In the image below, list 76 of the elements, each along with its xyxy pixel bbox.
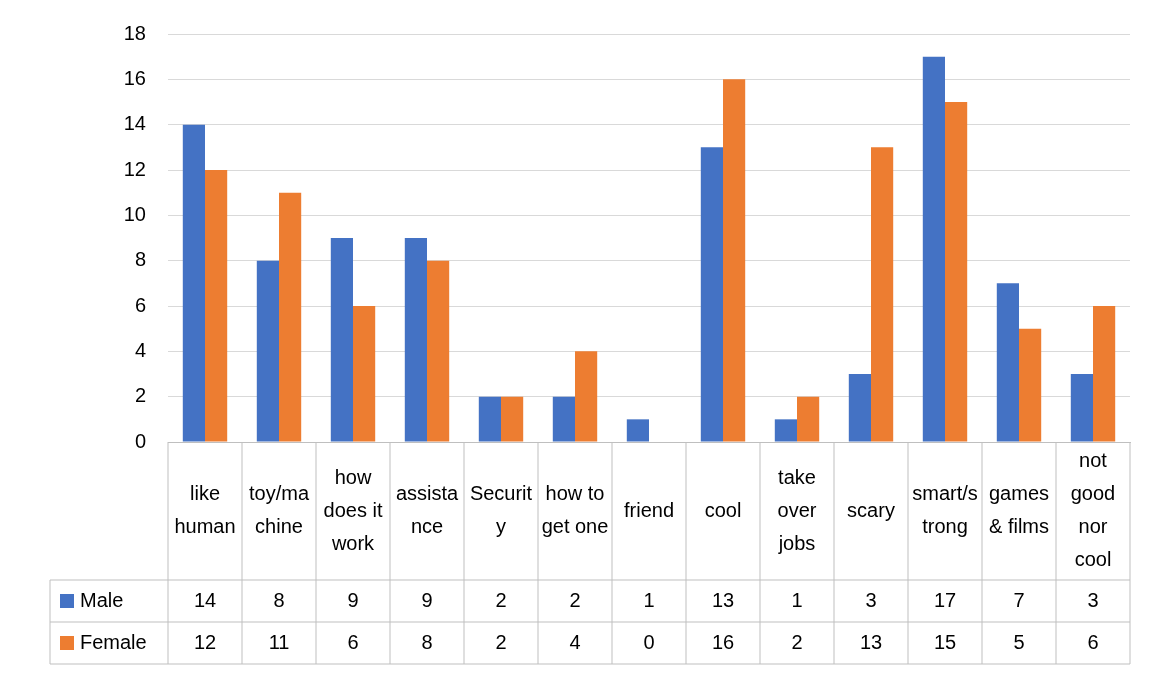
data-label: 9 bbox=[421, 588, 433, 611]
x-tick-label: how to get one bbox=[541, 482, 609, 538]
data-label: 2 bbox=[495, 630, 507, 653]
x-tick-label: take over jobs bbox=[777, 465, 817, 554]
bar bbox=[1019, 328, 1042, 442]
bar bbox=[205, 170, 228, 442]
x-tick-label: how does it work bbox=[323, 465, 383, 554]
bar bbox=[501, 396, 524, 442]
bar bbox=[256, 260, 279, 442]
data-label: 2 bbox=[569, 588, 581, 611]
y-tick-label: 16 bbox=[123, 66, 146, 89]
y-tick-label: 8 bbox=[134, 248, 146, 271]
data-label: 14 bbox=[193, 588, 217, 611]
y-tick-label: 0 bbox=[134, 429, 146, 452]
data-label: 8 bbox=[273, 588, 285, 611]
bar bbox=[552, 396, 575, 442]
data-label: 6 bbox=[1087, 630, 1099, 653]
y-tick-label: 10 bbox=[123, 202, 146, 225]
data-label: 13 bbox=[859, 630, 883, 653]
bar bbox=[945, 102, 968, 442]
data-label: 7 bbox=[1013, 588, 1025, 611]
data-label: 16 bbox=[711, 630, 735, 653]
y-tick-label: 18 bbox=[123, 21, 146, 44]
x-tick-label: like human bbox=[174, 482, 236, 538]
bar bbox=[996, 283, 1019, 442]
bar bbox=[1070, 374, 1093, 442]
bar bbox=[427, 260, 450, 442]
x-tick-label: toy/machine bbox=[248, 482, 310, 538]
y-tick-label: 6 bbox=[134, 293, 146, 316]
data-label: 2 bbox=[791, 630, 803, 653]
data-label: 6 bbox=[347, 630, 359, 653]
data-label: 2 bbox=[495, 588, 507, 611]
bar bbox=[797, 396, 820, 442]
bar bbox=[626, 419, 649, 442]
bar bbox=[1093, 306, 1116, 442]
data-label: 9 bbox=[347, 588, 359, 611]
data-label: 3 bbox=[865, 588, 877, 611]
y-tick-label: 2 bbox=[134, 384, 146, 407]
bar bbox=[478, 396, 501, 442]
y-tick-label: 14 bbox=[123, 112, 146, 135]
x-tick-label: smart/strong bbox=[912, 482, 978, 538]
data-label: 1 bbox=[643, 588, 655, 611]
bar bbox=[353, 306, 376, 442]
x-tick-label: scary bbox=[847, 498, 895, 521]
data-label: 1 bbox=[791, 588, 803, 611]
data-label: 12 bbox=[193, 630, 217, 653]
bar bbox=[330, 238, 353, 442]
bar bbox=[700, 147, 723, 442]
x-tick-label: assistance bbox=[395, 482, 459, 538]
data-label: 15 bbox=[933, 630, 957, 653]
data-label: 0 bbox=[643, 630, 655, 653]
bar bbox=[922, 56, 945, 442]
data-label: 8 bbox=[421, 630, 433, 653]
bar bbox=[279, 192, 302, 442]
data-label: 17 bbox=[933, 588, 957, 611]
y-tick-label: 4 bbox=[134, 338, 146, 361]
data-label: 11 bbox=[268, 630, 290, 653]
data-label: 4 bbox=[569, 630, 581, 653]
data-label: 13 bbox=[711, 588, 735, 611]
x-tick-label: friend bbox=[623, 498, 675, 521]
bar bbox=[575, 351, 598, 442]
bar bbox=[182, 124, 205, 442]
legend-label: Male bbox=[80, 588, 124, 611]
y-tick-label: 12 bbox=[123, 157, 146, 180]
bar bbox=[723, 79, 746, 442]
bar bbox=[848, 374, 871, 442]
data-label: 5 bbox=[1013, 630, 1025, 653]
x-tick-label: Security bbox=[469, 482, 533, 538]
legend-label: Female bbox=[80, 630, 147, 653]
x-tick-label: not good nor cool bbox=[1070, 449, 1116, 571]
bar bbox=[774, 419, 797, 442]
x-tick-label: games & films bbox=[988, 482, 1050, 538]
bar bbox=[404, 238, 427, 442]
bar bbox=[871, 147, 894, 442]
x-tick-label: cool bbox=[704, 498, 742, 521]
data-label: 3 bbox=[1087, 588, 1099, 611]
